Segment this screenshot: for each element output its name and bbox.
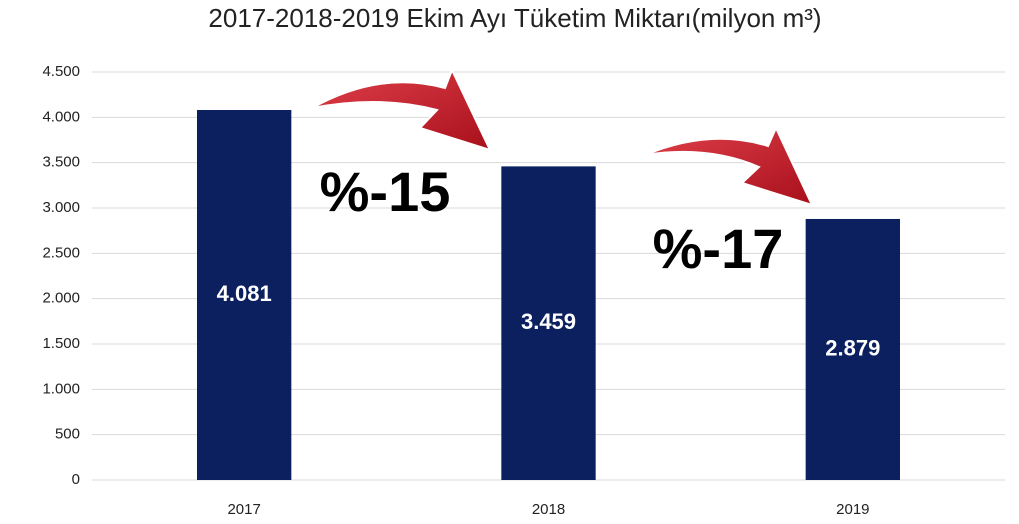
- y-tick-label: 2.500: [42, 244, 80, 261]
- y-tick-label: 3.000: [42, 199, 80, 216]
- data-label: 2.879: [825, 335, 880, 360]
- x-tick-label: 2017: [227, 501, 260, 518]
- x-tick-label: 2019: [836, 501, 869, 518]
- y-tick-label: 0: [72, 471, 80, 488]
- y-tick-label: 3.500: [42, 154, 80, 171]
- plot-area: 0 500 1.000 1.500 2.000 2.500 3.000 3.500 4.000 4…: [42, 63, 1005, 518]
- data-label: 3.459: [521, 309, 576, 334]
- bar: [196, 109, 292, 481]
- y-tick-label: 4.500: [42, 63, 80, 80]
- arrow: [311, 67, 492, 152]
- bar: [501, 166, 596, 480]
- y-tick-label: 4.000: [42, 108, 80, 125]
- y-tick-label: 1.000: [42, 380, 80, 397]
- y-tick-label: 2.000: [42, 290, 80, 307]
- bar: [805, 218, 901, 480]
- y-tick-label: 500: [55, 426, 80, 443]
- chart-title: 2017-2018-2019 Ekim Ayı Tüketim Miktarı(…: [208, 3, 821, 33]
- annotation: %-17: [653, 217, 784, 280]
- arrow: [644, 125, 814, 207]
- annotation: %-15: [320, 160, 451, 223]
- y-tick-label: 1.500: [42, 335, 80, 352]
- x-tick-label: 2018: [532, 501, 565, 518]
- data-label: 4.081: [217, 281, 272, 306]
